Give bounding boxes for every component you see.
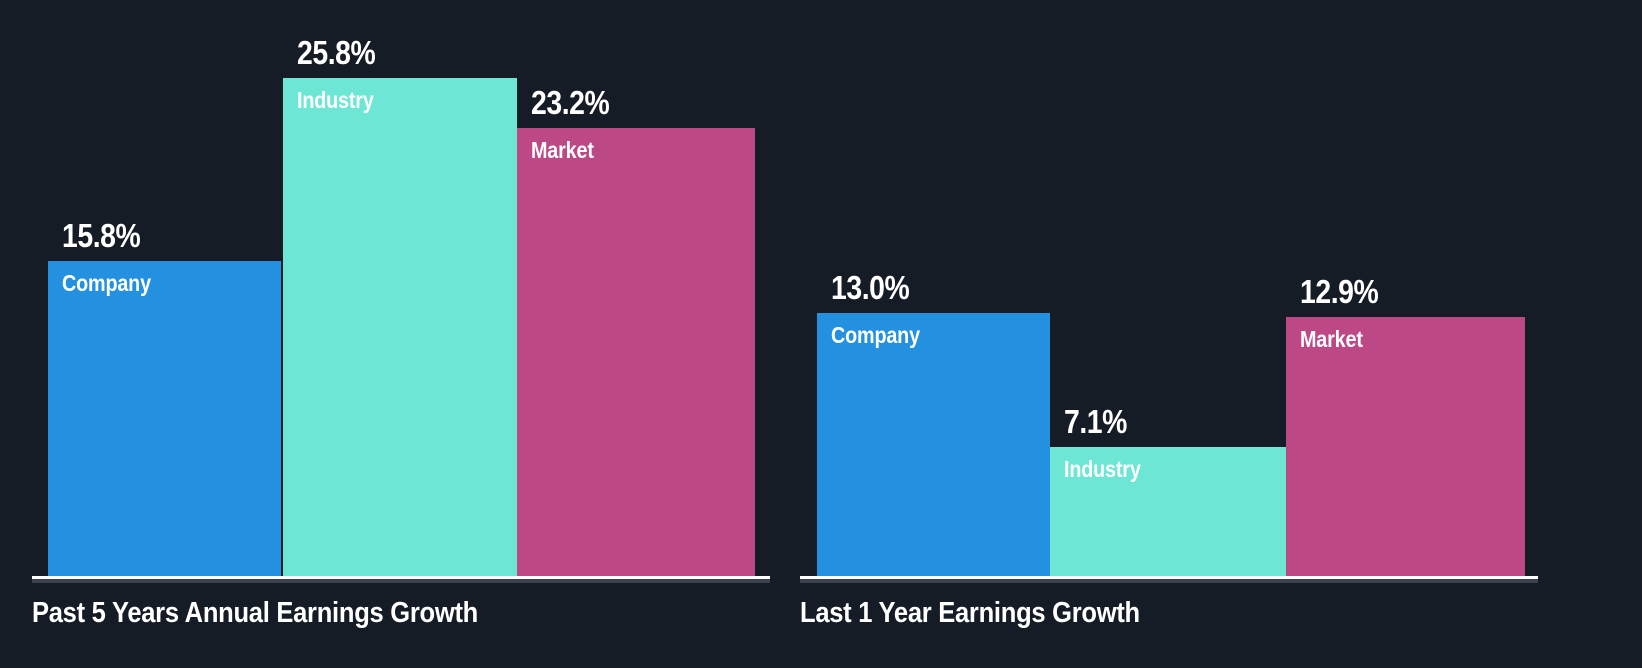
axis-baseline-highlight (32, 576, 770, 579)
bar-label-industry: Industry (1064, 456, 1141, 482)
axis-baseline-rule (32, 579, 770, 583)
bar-value-market: 12.9% (1300, 273, 1379, 310)
bar-market[interactable]: Market (517, 128, 755, 578)
bar-value-market: 23.2% (531, 84, 610, 121)
chart-title-past-5-years: Past 5 Years Annual Earnings Growth (32, 597, 479, 629)
bar-label-market: Market (1300, 326, 1363, 352)
bar-company[interactable]: Company (817, 313, 1050, 578)
axis-baseline-rule (800, 579, 1538, 583)
bar-value-company: 13.0% (831, 269, 910, 306)
chart-panel-last-1-year: Company Industry Market 13.0% 7.1% 12.9%… (790, 0, 1642, 668)
bar-value-industry: 25.8% (297, 34, 376, 71)
bar-company[interactable]: Company (48, 261, 281, 578)
bar-industry[interactable]: Industry (283, 78, 517, 578)
chart-title-last-1-year: Last 1 Year Earnings Growth (800, 597, 1140, 629)
bar-label-market: Market (531, 137, 594, 163)
bar-label-company: Company (831, 322, 920, 348)
plot-area-past-5-years: Company Industry Market 15.8% 25.8% 23.2… (0, 0, 790, 578)
chart-panel-past-5-years: Company Industry Market 15.8% 25.8% 23.2… (0, 0, 790, 668)
bar-value-industry: 7.1% (1064, 403, 1127, 440)
bar-industry[interactable]: Industry (1050, 447, 1286, 578)
bar-market[interactable]: Market (1286, 317, 1525, 578)
bar-label-company: Company (62, 270, 151, 296)
plot-area-last-1-year: Company Industry Market 13.0% 7.1% 12.9% (790, 0, 1642, 578)
bar-label-industry: Industry (297, 87, 374, 113)
axis-baseline-highlight (800, 576, 1538, 579)
bar-value-company: 15.8% (62, 217, 141, 254)
